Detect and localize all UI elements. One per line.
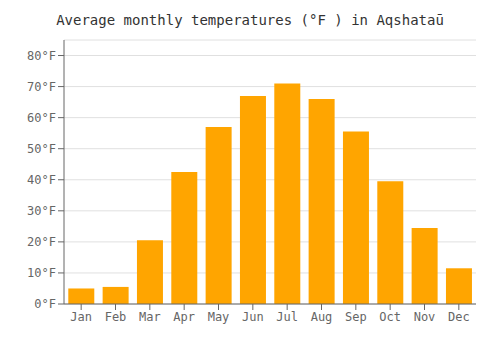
svg-text:Oct: Oct [379,310,401,324]
svg-text:Nov: Nov [414,310,436,324]
svg-text:70°F: 70°F [27,80,56,94]
svg-text:Aug: Aug [311,310,333,324]
svg-text:40°F: 40°F [27,173,56,187]
svg-text:30°F: 30°F [27,204,56,218]
html-text:Average monthly temperatures (: Average monthly temperatures (°F ) in Aq… [56,12,444,28]
svg-text:Jul: Jul [276,310,298,324]
svg-text:May: May [208,310,230,324]
svg-text:20°F: 20°F [27,235,56,249]
svg-text:Jan: Jan [70,310,92,324]
svg-text:0°F: 0°F [34,297,56,311]
svg-text:60°F: 60°F [27,111,56,125]
svg-text:80°F: 80°F [27,49,56,63]
svg-text:10°F: 10°F [27,266,56,280]
svg-text:Jun: Jun [242,310,264,324]
svg-text:Sep: Sep [345,310,367,324]
svg-text:50°F: 50°F [27,142,56,156]
svg-text:Mar: Mar [139,310,161,324]
svg-text:Feb: Feb [105,310,127,324]
svg-text:Apr: Apr [173,310,195,324]
svg-text:Dec: Dec [448,310,470,324]
